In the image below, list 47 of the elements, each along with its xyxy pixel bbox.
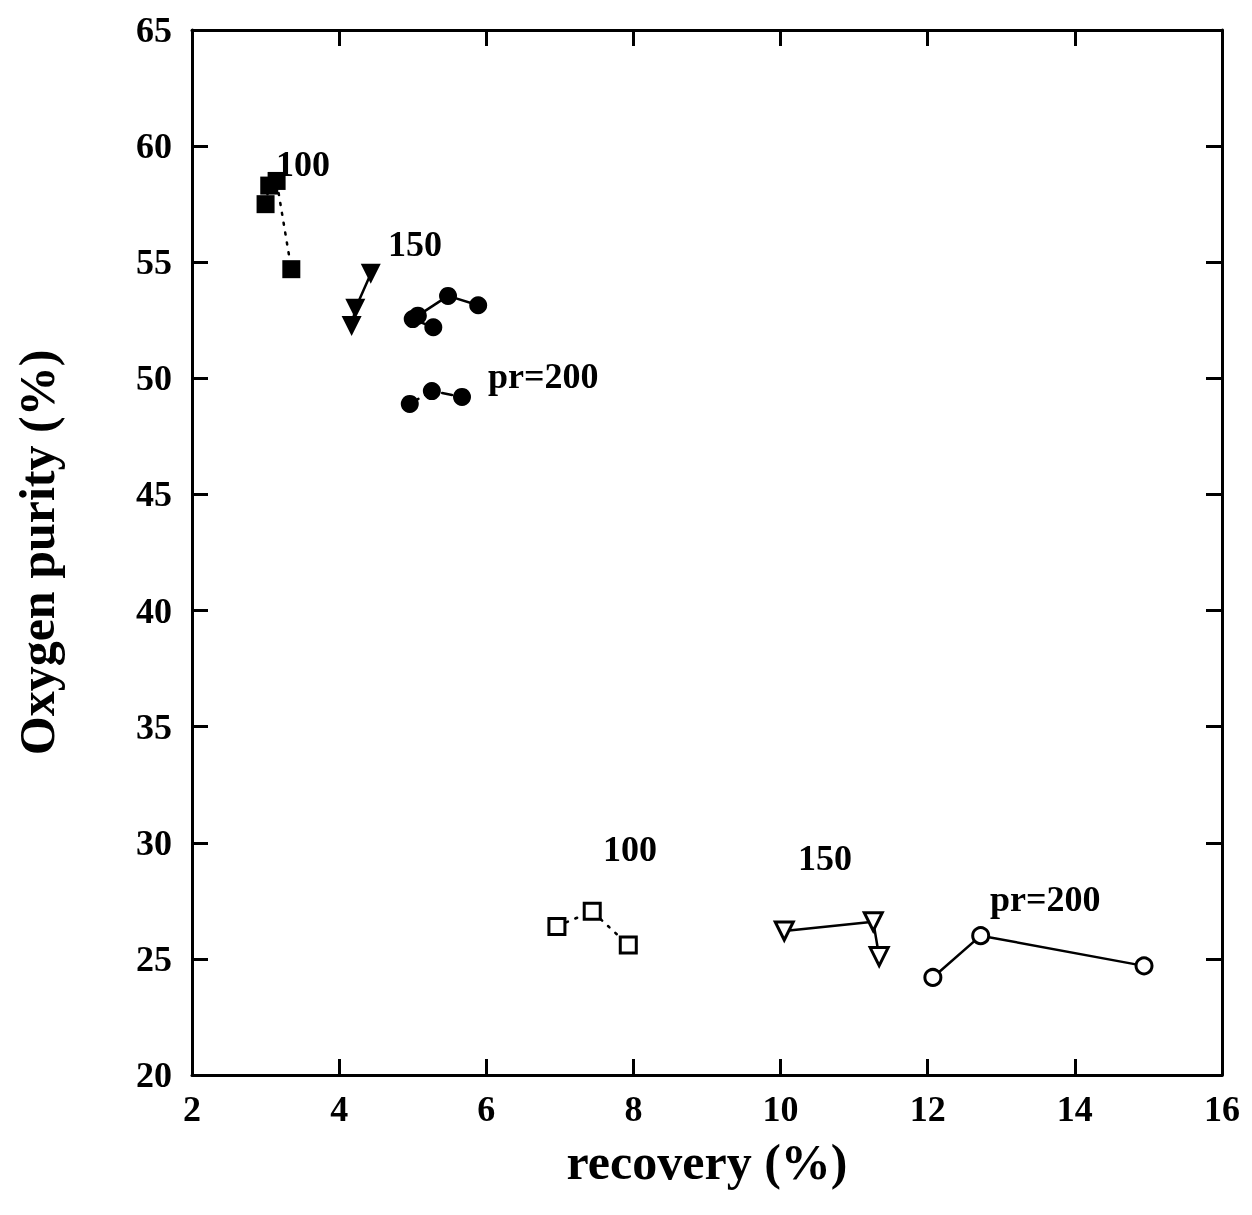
point	[971, 926, 991, 946]
y-tick-label: 60	[136, 126, 172, 167]
x-tick-label: 10	[762, 1089, 799, 1129]
point	[923, 967, 943, 987]
point	[256, 195, 275, 214]
point	[360, 263, 381, 284]
y-tick-label: 20	[136, 1055, 172, 1095]
point	[868, 946, 890, 968]
point	[582, 901, 602, 921]
annotation: 150	[798, 838, 852, 878]
x-tick-label: 16	[1204, 1089, 1240, 1129]
point	[453, 387, 472, 406]
point	[547, 916, 567, 936]
point	[282, 260, 301, 279]
annotation: pr=200	[488, 356, 599, 396]
point	[773, 920, 795, 942]
point	[345, 298, 366, 319]
annotation: pr=200	[990, 879, 1101, 919]
x-tick-label: 2	[183, 1089, 201, 1129]
y-tick-label: 40	[136, 590, 172, 631]
x-tick-label: 12	[909, 1089, 946, 1129]
y-tick-label: 25	[136, 938, 172, 979]
point	[341, 316, 362, 337]
point	[424, 318, 443, 337]
point	[408, 306, 427, 325]
x-axis-title: recovery (%)	[566, 1134, 848, 1190]
y-tick-label: 50	[136, 358, 172, 399]
point	[400, 394, 419, 413]
y-tick-label: 30	[136, 822, 172, 863]
point	[422, 382, 441, 401]
y-tick-label: 65	[136, 10, 172, 50]
y-tick-label: 35	[136, 706, 172, 747]
y-axis-title: Oxygen purity (%)	[9, 349, 65, 756]
y-tick-label: 55	[136, 242, 172, 283]
x-tick-label: 4	[330, 1089, 349, 1129]
point	[1134, 956, 1154, 976]
x-tick-label: 6	[477, 1089, 496, 1129]
annotation: 100	[603, 829, 657, 869]
x-tick-label: 8	[624, 1089, 643, 1129]
point	[439, 286, 458, 305]
point	[618, 935, 638, 955]
x-tick-label: 14	[1056, 1089, 1093, 1129]
point	[862, 911, 884, 933]
point	[469, 296, 488, 315]
annotation: 100	[276, 144, 330, 184]
y-tick-label: 45	[136, 474, 172, 515]
annotation: 150	[388, 224, 442, 264]
